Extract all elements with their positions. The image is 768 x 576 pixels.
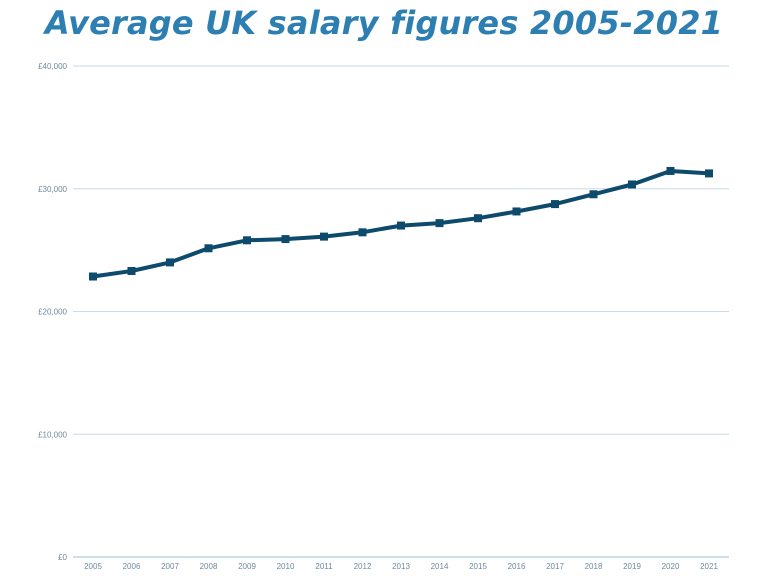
x-tick-label: 2019	[623, 562, 641, 571]
x-tick-label: 2006	[123, 562, 141, 571]
data-point	[666, 166, 675, 175]
data-point	[358, 228, 367, 237]
x-tick-label: 2016	[508, 562, 526, 571]
x-tick-label: 2012	[354, 562, 372, 571]
y-tick-label: £30,000	[38, 185, 67, 194]
x-tick-label: 2005	[84, 562, 102, 571]
data-point	[320, 232, 328, 241]
y-axis-ticks: £0 £10,000 £20,000 £30,000 £40,000	[38, 62, 67, 562]
y-tick-label: £0	[58, 553, 67, 562]
data-point	[89, 272, 97, 281]
x-tick-label: 2015	[469, 562, 487, 571]
series-layer	[89, 166, 713, 281]
x-tick-label: 2010	[277, 562, 295, 571]
grid-lines	[73, 65, 729, 558]
y-tick-label: £20,000	[38, 308, 67, 317]
x-tick-label: 2021	[700, 562, 718, 571]
data-point	[166, 258, 174, 267]
data-point	[551, 200, 559, 209]
data-point	[204, 244, 213, 253]
data-point	[705, 169, 713, 178]
data-point	[628, 180, 636, 189]
y-tick-label: £10,000	[38, 430, 67, 439]
x-tick-label: 2009	[238, 562, 256, 571]
data-point	[512, 207, 521, 216]
x-tick-label: 2008	[200, 562, 218, 571]
data-point	[589, 190, 598, 199]
data-point	[127, 266, 136, 275]
x-tick-label: 2017	[546, 562, 564, 571]
x-tick-label: 2020	[662, 562, 680, 571]
chart-title: Average UK salary figures 2005-2021	[44, 4, 724, 42]
x-tick-label: 2007	[161, 562, 179, 571]
x-tick-label: 2018	[585, 562, 603, 571]
data-point	[397, 221, 405, 230]
x-tick-label: 2011	[315, 562, 333, 571]
data-point	[243, 236, 251, 245]
x-tick-label: 2014	[431, 562, 449, 571]
data-point	[435, 219, 444, 228]
data-point	[474, 214, 482, 223]
x-axis-ticks: 2005 2006 2007 2008 2009 2010 2011 2012 2013 2014…	[84, 562, 718, 571]
y-tick-label: £40,000	[38, 62, 67, 71]
data-point	[281, 235, 290, 244]
x-tick-label: 2013	[392, 562, 410, 571]
